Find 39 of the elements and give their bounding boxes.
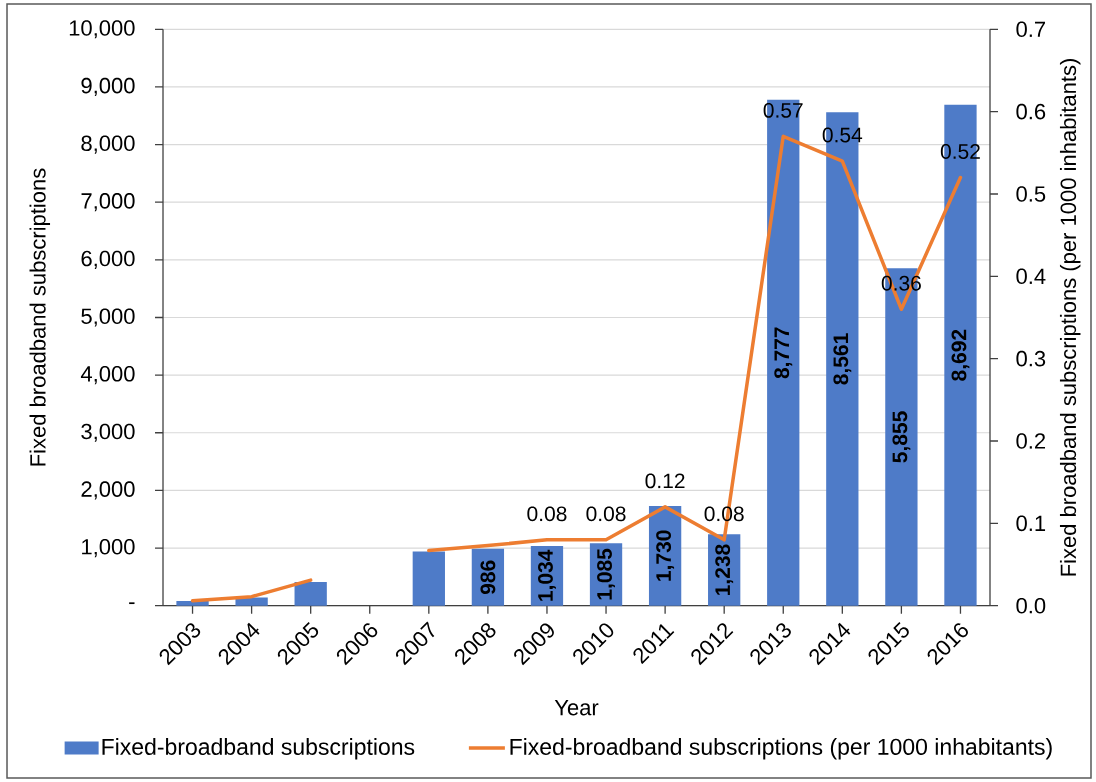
y2-tick-label: 0.1 xyxy=(1016,515,1046,532)
y2-tick-label: 0.2 xyxy=(1016,433,1046,449)
data-label: 8,561 xyxy=(833,333,852,385)
data-label: 0.08 xyxy=(527,506,567,522)
y-tick-label: 6,000 xyxy=(81,250,135,269)
x-axis-title: Year xyxy=(554,700,599,716)
y-tick-label: 1,000 xyxy=(82,538,135,558)
y-axis-title: Fixed broadband subscriptions xyxy=(29,168,51,466)
y2-tick-label: 0.7 xyxy=(1016,21,1046,38)
y-tick-label: 9,000 xyxy=(81,77,135,97)
y2-tick-label: 0.6 xyxy=(1016,103,1046,120)
data-label: 0.08 xyxy=(586,506,626,522)
y-tick-label: 7,000 xyxy=(81,193,135,212)
data-label: 1,085 xyxy=(597,548,615,600)
data-label: 1,238 xyxy=(715,544,734,595)
y-tick-label: 3,000 xyxy=(81,423,135,442)
data-label: 0.12 xyxy=(645,473,685,489)
y2-tick-label: 0.3 xyxy=(1016,350,1046,367)
y-tick-label: 5,000 xyxy=(81,308,135,327)
y2-tick-label: 0.5 xyxy=(1016,186,1046,202)
legend-label: Fixed-broadband subscriptions (per 1000 inhabitants) xyxy=(510,738,1052,760)
bar xyxy=(412,551,445,606)
y2-axis-title: Fixed broadband subscriptions (per 1000 inhabitants) xyxy=(1059,59,1081,576)
bar xyxy=(294,582,327,606)
y-tick-label: 10,000 xyxy=(69,20,135,39)
data-label: 986 xyxy=(480,560,496,595)
data-label: 5,855 xyxy=(892,411,911,463)
y2-tick-label: 0.4 xyxy=(1016,268,1046,285)
data-label: 8,692 xyxy=(951,329,970,381)
data-label: 1,034 xyxy=(538,549,556,601)
y-tick-label: 2,000 xyxy=(81,481,135,500)
data-label: 1,730 xyxy=(656,530,675,581)
data-label: 8,777 xyxy=(774,327,793,379)
y2-tick-label: 0.0 xyxy=(1016,597,1046,614)
y-tick-label: 4,000 xyxy=(80,366,135,385)
y-tick-label: - xyxy=(129,602,135,605)
y-tick-label: 8,000 xyxy=(81,135,135,154)
legend-label: Fixed-broadband subscriptions xyxy=(102,738,415,760)
bar xyxy=(176,601,209,606)
